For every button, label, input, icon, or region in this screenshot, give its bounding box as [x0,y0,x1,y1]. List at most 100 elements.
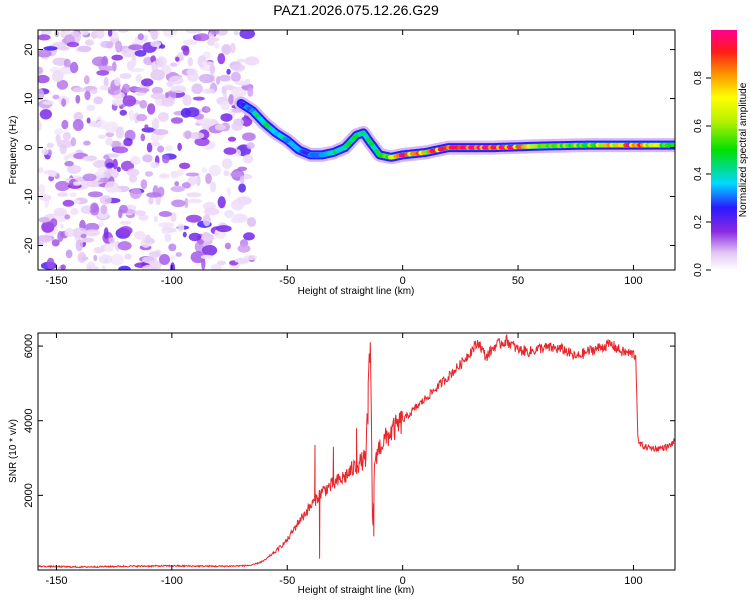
spectrogram-noise-blob [46,257,55,269]
spectrogram-noise-blob [220,113,233,122]
spectrogram-noise-blob [119,73,132,79]
spectrogram-noise-blob [118,265,131,270]
spectrogram-noise-blob [244,56,260,66]
x-tick-label: -100 [161,575,183,587]
spectrogram-noise-blob [69,192,77,198]
spectrogram-noise-blob [182,46,190,56]
spectrogram-noise-blob [170,62,178,67]
y-tick-label: 2000 [23,483,35,507]
spectrogram-noise-blob [205,106,210,112]
spectrogram-noise-blob [122,95,137,107]
spectrogram-noise-blob [148,196,154,205]
spectrogram-noise-blob [237,244,251,253]
spectrogram-noise-blob [98,220,104,228]
spectrogram-noise-blob [112,158,118,170]
spectrogram-noise-blob [57,192,69,197]
spectrogram-noise-blob [158,112,169,122]
spectrogram-noise-blob [117,241,132,251]
spectrogram-ridge-core [368,141,375,147]
spectrogram-noise-blob [185,30,201,34]
spectrogram-noise-blob [184,197,189,209]
spectrogram-noise-blob [234,257,249,264]
spectrogram-noise-blob [162,30,178,38]
colorbar-label: Normalized spectral amplitude [738,82,749,217]
spectrogram-noise-blob [64,214,71,220]
y-tick-label: -20 [23,238,35,254]
spectrogram-noise-blob [151,142,160,147]
spectrogram-noise-blob [185,172,200,177]
spectrogram-noise-blob [86,104,96,112]
spectrogram-noise-blob [103,154,110,160]
spectrogram-noise-blob [247,87,254,97]
spectrogram-noise-blob [115,40,123,53]
x-tick-label: 50 [512,575,524,587]
spectrogram-noise-blob [93,254,98,262]
spectrogram-noise-blob [87,191,103,198]
spectrogram-noise-blob [83,75,90,85]
spectrogram-noise-blob [186,214,202,223]
spectrogram-noise-blob [174,181,180,187]
x-tick-label: 100 [624,575,642,587]
spectrogram-noise-blob [240,116,253,127]
spectrogram-noise-blob [38,119,42,132]
snr-x-axis: -150 -100 -50 0 50 100 [45,333,643,587]
x-tick-label: -100 [161,275,183,287]
spectrogram-noise-blob [163,225,168,231]
spectrogram-noise-blob [182,94,192,106]
spectrogram-noise-blob [104,121,119,134]
spectrogram-noise-blob [142,256,157,264]
spectrogram-noise-blob [230,71,241,82]
spectrogram-noise-blob [217,53,226,65]
spectrogram-noise-blob [151,118,160,130]
spectrogram-noise-blob [64,160,74,167]
colorbar-tick-label: 0.6 [693,119,704,133]
spectrogram-noise-blob [230,42,236,54]
spectrogram-noise-blob [72,87,87,92]
spectrogram-noise-blob [184,130,192,140]
spectrogram-noise-blob [121,83,131,93]
spectrogram-noise-blob [63,58,71,69]
spectrogram-noise-blob [175,56,180,62]
spectrogram-noise-blob [39,194,52,201]
spectrogram-noise-blob [150,162,160,169]
spectrogram-noise-blob [187,198,203,204]
spectrogram-noise-blob [177,142,182,151]
spectrogram-noise-blob [80,256,89,261]
spectrogram-noise-blob [200,254,214,260]
spectrogram-noise-blob [166,80,173,87]
spectrogram-noise-blob [231,199,245,211]
spectrogram-noise-blob [54,128,64,135]
spectrogram-ridge-core [670,142,675,148]
spectrogram-noise-blob [161,96,175,107]
spectrogram-noise-blob [183,39,198,46]
spectrogram-noise-blob [227,136,237,142]
spectrogram-noise-blob [38,234,53,242]
spectrogram-noise-blob [170,212,177,222]
spectrogram-noise-blob [201,236,216,241]
spectrogram-noise-blob [38,88,45,100]
spectrogram-noise-blob [150,69,165,81]
spectrogram-noise-blob [170,262,176,270]
spectrogram-noise-blob [228,94,234,105]
spectrogram-noise-blob [96,70,110,76]
spectrogram-noise-blob [141,264,157,270]
spectrogram-noise-blob [72,119,84,131]
spectrogram-noise-blob [175,252,182,257]
spectrogram-noise-blob [144,124,149,130]
spectrogram-noise-blob [67,164,82,174]
spectrogram-noise-blob [99,85,110,91]
spectrogram-noise-blob [181,182,191,189]
spectrogram-noise-blob [46,142,54,149]
spectrogram-noise-blob [246,142,255,150]
spectrogram-noise-blob [99,195,112,205]
spectrogram-noise-blob [214,124,226,131]
spectrogram-noise-blob [231,86,247,98]
spectrogram-noise-blob [187,57,194,67]
spectrogram-noise-blob [131,55,137,62]
spectrogram-noise-blob [138,214,149,221]
spectrogram-noise-blob [203,207,220,216]
spectrogram-noise-blob [171,199,186,208]
spectrogram-noise-blob [231,63,246,72]
x-tick-label: -150 [45,575,67,587]
